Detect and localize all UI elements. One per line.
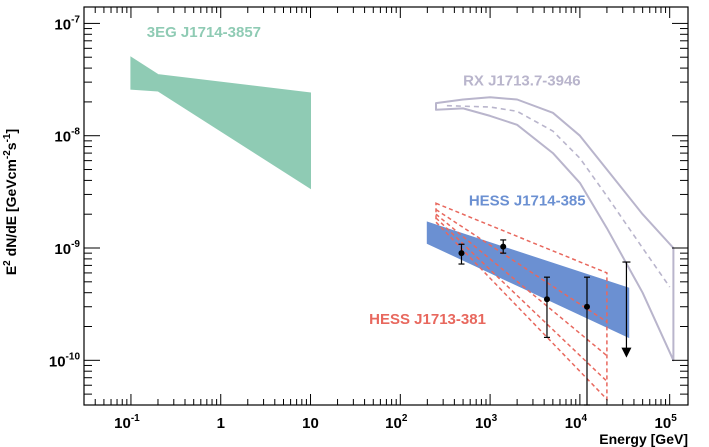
y-axis-title-exp2: -2 xyxy=(2,150,13,159)
y-axis-title-exp3: -1 xyxy=(2,133,13,142)
y-tick-label: 10-8 xyxy=(54,127,80,146)
x-axis-title: Energy [GeV] xyxy=(599,431,688,447)
x-tick-label: 10-1 xyxy=(114,413,140,432)
data-marker xyxy=(543,296,550,303)
data-point-1 xyxy=(500,239,507,254)
data-point-0 xyxy=(458,243,465,265)
x-tick-label: 104 xyxy=(565,413,588,432)
data-marker xyxy=(500,243,507,250)
source-label-0: 3EG J1714-3857 xyxy=(147,24,261,41)
x-tick-label: 1 xyxy=(217,415,225,432)
x-tick-label: 102 xyxy=(385,413,408,432)
bowtie-inner-line-0 xyxy=(435,208,608,323)
y-axis-title-mid: dN/dE [GeVcm xyxy=(3,159,19,260)
upper-limit-0 xyxy=(621,261,632,358)
x-tick-label: 105 xyxy=(655,413,678,432)
x-tick-label: 10 xyxy=(302,415,319,432)
y-axis-title-suffix: ] xyxy=(3,129,19,134)
x-tick-label: 103 xyxy=(475,413,498,432)
source-label-3: HESS J1713-381 xyxy=(369,311,486,328)
upper-limit-arrowhead xyxy=(621,347,632,358)
data-marker xyxy=(458,250,465,257)
data-point-2 xyxy=(543,276,550,338)
y-axis-title-prefix: E xyxy=(3,266,19,275)
source-label-2: HESS J1714-385 xyxy=(469,192,586,209)
data-marker xyxy=(583,303,590,310)
y-axis-title: E2 dN/dE [GeVcm-2s-1] xyxy=(2,129,19,275)
y-axis-title-mid2: s xyxy=(3,142,19,150)
y-axis-title-exp1: 2 xyxy=(2,260,13,266)
band-series-0 xyxy=(130,56,311,190)
band-series-2 xyxy=(426,221,630,339)
data-points-layer xyxy=(458,239,632,406)
y-tick-label: 10-7 xyxy=(54,14,80,33)
bowtie-inner-line-1 xyxy=(435,213,608,357)
y-tick-label: 10-9 xyxy=(54,239,80,258)
series-layer xyxy=(130,56,675,402)
y-tick-label: 10-10 xyxy=(49,351,81,370)
envelope-middle-dashed-line xyxy=(446,104,671,288)
bowtie-inner-line-2 xyxy=(435,217,608,382)
ticks-layer: 10-1 1 10 102 103 104 105 10-10 10-9 10-8 10-7 xyxy=(49,7,688,432)
annotations-layer: 3EG J1714-3857 RX J1713.7-3946 HESS J1714-… xyxy=(147,24,586,328)
source-label-1: RX J1713.7-3946 xyxy=(463,72,581,89)
